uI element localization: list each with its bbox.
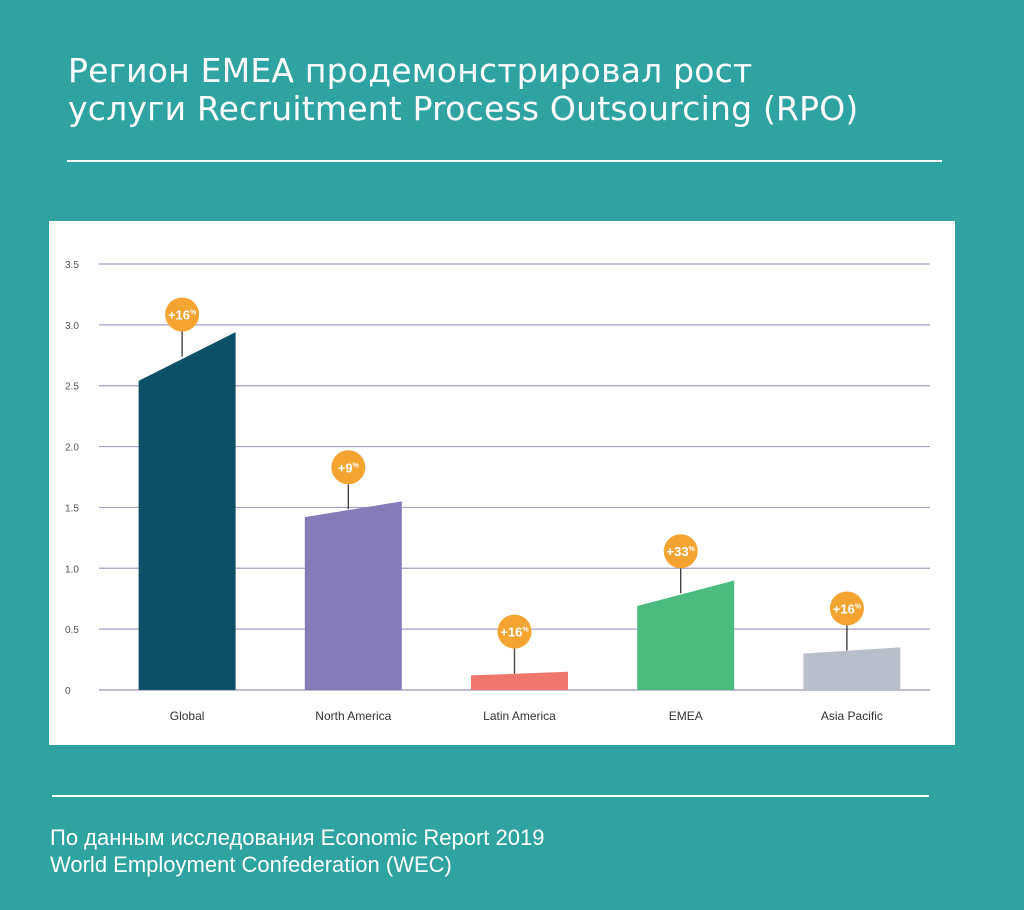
- title-line-1: Регион EMEA продемонстрировал рост: [68, 51, 753, 90]
- source-line-2: World Employment Confederation (WEC): [50, 852, 452, 877]
- x-tick-label-global: Global: [170, 709, 205, 723]
- y-tick-label: 3.0: [65, 321, 79, 332]
- source-note: По данным исследования Economic Report 2…: [50, 824, 544, 878]
- chart-card: 0 0.5 1.0 1.5 2.0 2.5 3.0 3.5 Global +16% North Am…: [49, 221, 955, 745]
- y-tick-label: 3.5: [65, 260, 79, 271]
- y-tick-label: 2.0: [65, 443, 79, 454]
- bottom-divider: [52, 795, 929, 797]
- y-tick-label: 0.5: [65, 625, 79, 636]
- bar-latin-america: [471, 671, 568, 690]
- growth-badge-north-america: [331, 450, 366, 485]
- growth-badge-global: [165, 297, 200, 332]
- top-divider: [67, 160, 942, 162]
- source-line-1: По данным исследования Economic Report 2…: [50, 825, 545, 850]
- y-tick-label: 2.5: [65, 382, 79, 393]
- y-tick-label: 0: [65, 686, 71, 697]
- growth-badge-asia-pacific: [829, 591, 864, 626]
- x-tick-label-emea: EMEA: [669, 709, 703, 723]
- growth-label-global: +16%: [168, 308, 197, 323]
- y-tick-label: 1.0: [65, 564, 79, 575]
- x-tick-label-asia-pacific: Asia Pacific: [821, 709, 883, 723]
- growth-label-asia-pacific: +16%: [833, 601, 862, 616]
- bar-emea: [637, 580, 735, 690]
- y-tick-label: 1.5: [65, 503, 79, 514]
- bar-global: [138, 332, 236, 690]
- growth-label-north-america: +9%: [338, 460, 360, 475]
- page-title: Регион EMEA продемонстрировал рост услуг…: [68, 52, 998, 128]
- growth-label-latin-america: +16%: [500, 625, 529, 640]
- growth-badge-latin-america: [497, 614, 532, 649]
- title-line-2: услуги Recruitment Process Outsourcing (…: [68, 89, 859, 128]
- growth-badge-emea: [663, 534, 698, 569]
- bar-asia-pacific: [803, 647, 901, 690]
- bar-chart: 0 0.5 1.0 1.5 2.0 2.5 3.0 3.5 Global +16% North Am…: [65, 260, 930, 723]
- bar-north-america: [304, 501, 402, 690]
- x-tick-label-latin-america: Latin America: [483, 709, 556, 723]
- x-tick-label-north-america: North America: [315, 709, 391, 723]
- growth-label-emea: +33%: [667, 544, 696, 559]
